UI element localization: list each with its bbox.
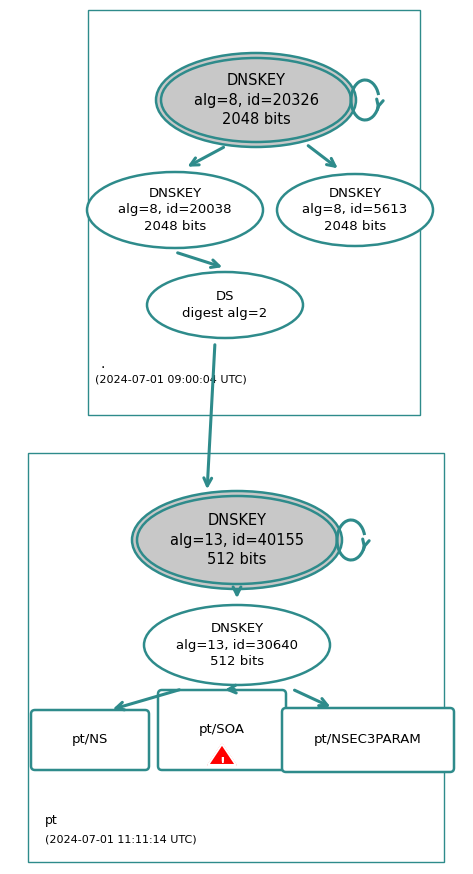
Text: pt/SOA: pt/SOA (199, 724, 245, 737)
Text: DNSKEY
alg=8, id=20326
2048 bits: DNSKEY alg=8, id=20326 2048 bits (193, 73, 318, 127)
Text: DS
digest alg=2: DS digest alg=2 (183, 290, 268, 320)
Ellipse shape (132, 491, 342, 589)
Text: pt: pt (45, 814, 58, 827)
Polygon shape (208, 744, 236, 765)
Text: DNSKEY
alg=13, id=40155
512 bits: DNSKEY alg=13, id=40155 512 bits (170, 513, 304, 566)
Bar (28, 453, 444, 862)
Text: (2024-07-01 11:11:14 UTC): (2024-07-01 11:11:14 UTC) (45, 835, 197, 845)
Text: pt/NS: pt/NS (72, 733, 108, 746)
Ellipse shape (147, 272, 303, 338)
Bar (88, 10, 420, 415)
Ellipse shape (156, 53, 356, 147)
Ellipse shape (87, 172, 263, 248)
FancyBboxPatch shape (282, 708, 454, 772)
Text: (2024-07-01 09:00:04 UTC): (2024-07-01 09:00:04 UTC) (95, 374, 247, 384)
FancyBboxPatch shape (158, 690, 286, 770)
Text: pt/NSEC3PARAM: pt/NSEC3PARAM (314, 733, 422, 746)
Text: .: . (100, 357, 105, 371)
Text: DNSKEY
alg=8, id=20038
2048 bits: DNSKEY alg=8, id=20038 2048 bits (118, 187, 232, 233)
Text: DNSKEY
alg=13, id=30640
512 bits: DNSKEY alg=13, id=30640 512 bits (176, 622, 298, 668)
Ellipse shape (144, 605, 330, 685)
Ellipse shape (277, 174, 433, 246)
Ellipse shape (137, 496, 337, 584)
Text: !: ! (219, 755, 225, 768)
Ellipse shape (161, 58, 351, 142)
Text: DNSKEY
alg=8, id=5613
2048 bits: DNSKEY alg=8, id=5613 2048 bits (302, 187, 408, 233)
FancyBboxPatch shape (31, 710, 149, 770)
